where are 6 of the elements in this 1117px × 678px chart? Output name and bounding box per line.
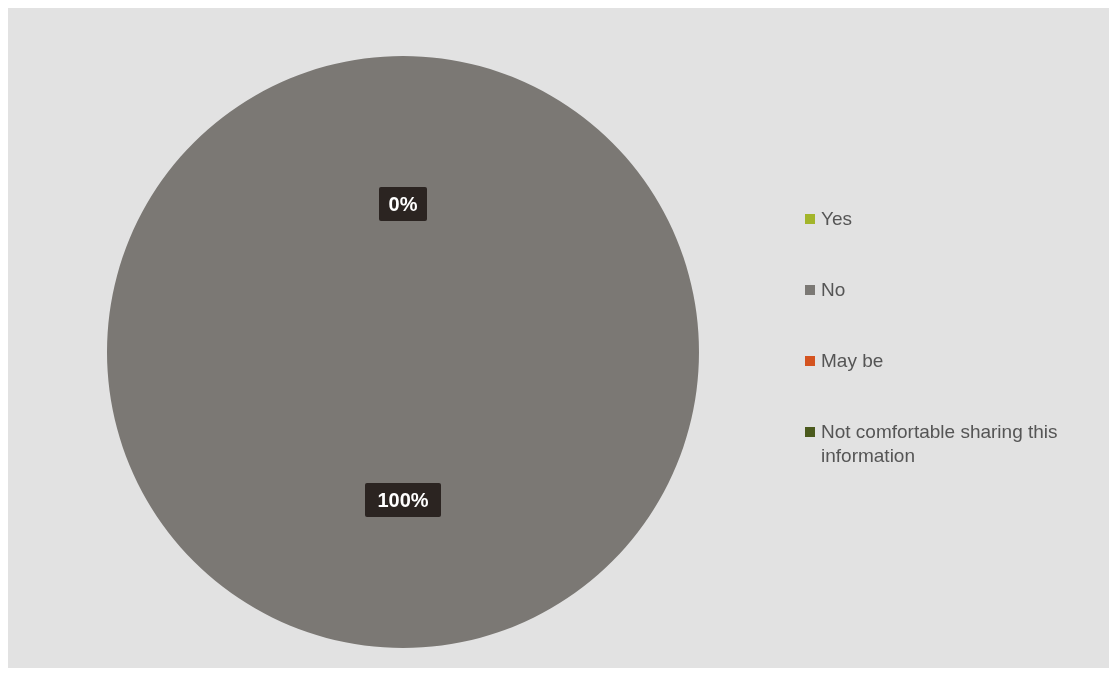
legend-label: May be [821, 349, 884, 373]
legend-label: Not comfortable sharing this information [821, 420, 1059, 468]
legend-label: Yes [821, 207, 852, 231]
text: 0% [388, 193, 418, 215]
data-label: 100% [377, 489, 429, 511]
legend-label: No [821, 278, 846, 302]
